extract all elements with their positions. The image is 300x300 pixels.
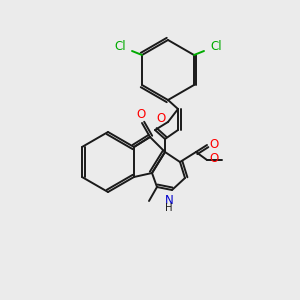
Text: O: O — [156, 112, 166, 125]
Text: O: O — [209, 137, 219, 151]
Text: N: N — [165, 194, 173, 206]
Text: O: O — [209, 152, 219, 166]
Text: O: O — [136, 109, 146, 122]
Text: Cl: Cl — [210, 40, 222, 52]
Text: Cl: Cl — [114, 40, 126, 52]
Text: H: H — [165, 203, 173, 213]
